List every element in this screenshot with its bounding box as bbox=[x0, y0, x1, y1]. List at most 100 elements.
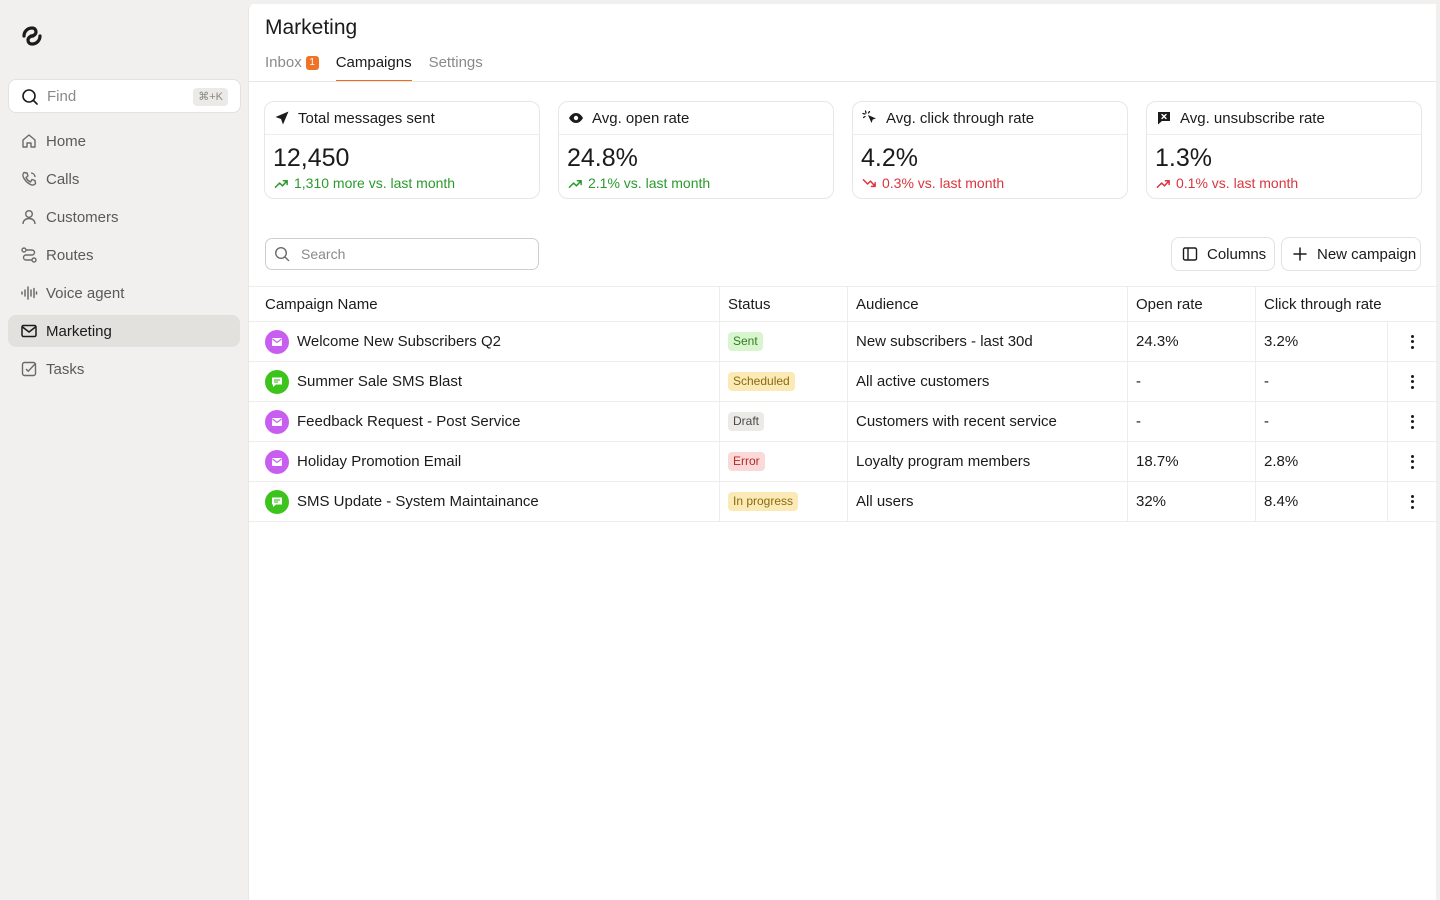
more-vertical-icon[interactable] bbox=[1411, 494, 1415, 509]
inbox-count-badge: 1 bbox=[305, 56, 319, 70]
tab-campaigns[interactable]: Campaigns bbox=[335, 54, 412, 82]
stat-value: 4.2% bbox=[861, 144, 918, 172]
campaign-name: Holiday Promotion Email bbox=[297, 453, 462, 470]
campaign-name-cell: Welcome New Subscribers Q2 bbox=[249, 322, 720, 361]
tab-bar: Inbox 1 Campaigns Settings bbox=[265, 54, 500, 82]
table-header-row: Campaign Name Status Audience Open rate … bbox=[249, 286, 1437, 322]
sidebar-item-calls[interactable]: Calls bbox=[8, 163, 240, 195]
search-input[interactable] bbox=[301, 244, 521, 264]
column-header-click-through-rate[interactable]: Click through rate bbox=[1264, 295, 1382, 313]
row-actions-cell bbox=[1388, 402, 1437, 441]
columns-button[interactable]: Columns bbox=[1171, 237, 1275, 271]
more-vertical-icon[interactable] bbox=[1411, 414, 1415, 429]
status-cell: Draft bbox=[720, 402, 848, 441]
stat-title: Avg. click through rate bbox=[886, 109, 1035, 127]
trend-down-icon bbox=[862, 178, 876, 187]
column-header-status[interactable]: Status bbox=[720, 287, 848, 321]
route-icon bbox=[21, 247, 37, 263]
sms-channel-icon bbox=[265, 369, 289, 394]
new-campaign-button-label: New campaign bbox=[1317, 245, 1417, 263]
table-row[interactable]: SMS Update - System Maintainance In prog… bbox=[249, 482, 1437, 522]
sidebar-item-tasks[interactable]: Tasks bbox=[8, 353, 240, 385]
find-input[interactable]: Find ⌘+K bbox=[8, 79, 241, 113]
stat-delta-text: 0.3% vs. last month bbox=[882, 175, 1005, 191]
sidebar-item-label: Customers bbox=[46, 208, 119, 226]
ctr-cell: 2.8% bbox=[1256, 442, 1388, 481]
stat-card-click-rate: Avg. click through rate 4.2% 0.3% vs. la… bbox=[852, 101, 1128, 199]
new-campaign-button[interactable]: New campaign bbox=[1281, 237, 1421, 271]
cursor-click-icon bbox=[862, 110, 876, 123]
email-channel-icon bbox=[265, 409, 289, 434]
column-header-open-rate[interactable]: Open rate bbox=[1128, 287, 1256, 321]
open-rate-cell: 18.7% bbox=[1128, 442, 1256, 481]
audience-cell: All active customers bbox=[848, 362, 1128, 401]
sidebar-item-routes[interactable]: Routes bbox=[8, 239, 240, 271]
sidebar-item-label: Calls bbox=[46, 170, 80, 188]
campaign-name: Feedback Request - Post Service bbox=[297, 413, 521, 430]
campaign-name: Summer Sale SMS Blast bbox=[297, 373, 463, 390]
sidebar-item-home[interactable]: Home bbox=[8, 125, 240, 157]
open-rate-cell: 32% bbox=[1128, 482, 1256, 521]
message-alert-icon bbox=[1158, 112, 1170, 125]
stat-delta: 2.1% vs. last month bbox=[568, 175, 710, 191]
table-row[interactable]: Summer Sale SMS Blast Scheduled All acti… bbox=[249, 362, 1437, 402]
campaign-name: SMS Update - System Maintainance bbox=[297, 493, 539, 510]
status-badge: Draft bbox=[728, 412, 765, 431]
sidebar-item-voice-agent[interactable]: Voice agent bbox=[8, 277, 240, 309]
app-logo-icon[interactable] bbox=[20, 24, 44, 48]
column-header-audience[interactable]: Audience bbox=[848, 287, 1128, 321]
tab-label: Settings bbox=[428, 54, 483, 71]
column-header-actions bbox=[1388, 287, 1437, 321]
search-icon bbox=[22, 89, 38, 105]
main-panel: Marketing Inbox 1 Campaigns Settings Tot… bbox=[248, 4, 1437, 900]
table-row[interactable]: Welcome New Subscribers Q2 Sent New subs… bbox=[249, 322, 1437, 362]
audience-cell: Loyalty program members bbox=[848, 442, 1128, 481]
sidebar-item-label: Home bbox=[46, 132, 87, 150]
sidebar-item-label: Marketing bbox=[46, 322, 112, 340]
stat-card-unsubscribe-rate: Avg. unsubscribe rate 1.3% 0.1% vs. last… bbox=[1146, 101, 1422, 199]
more-vertical-icon[interactable] bbox=[1411, 454, 1415, 469]
row-actions-cell bbox=[1388, 482, 1437, 521]
sidebar-item-label: Voice agent bbox=[46, 284, 125, 302]
more-vertical-icon[interactable] bbox=[1411, 374, 1415, 389]
campaign-name: Welcome New Subscribers Q2 bbox=[297, 333, 501, 350]
open-rate-cell: - bbox=[1128, 362, 1256, 401]
tab-inbox[interactable]: Inbox 1 bbox=[265, 54, 319, 82]
status-badge: Scheduled bbox=[728, 372, 795, 391]
email-channel-icon bbox=[265, 329, 289, 354]
tab-settings[interactable]: Settings bbox=[429, 54, 483, 82]
checkbox-icon bbox=[21, 361, 37, 377]
find-shortcut: ⌘+K bbox=[193, 88, 228, 106]
row-actions-cell bbox=[1388, 362, 1437, 401]
sidebar-item-customers[interactable]: Customers bbox=[8, 201, 240, 233]
tab-label: Inbox bbox=[265, 54, 302, 71]
stat-delta: 0.3% vs. last month bbox=[862, 175, 1004, 191]
campaign-search[interactable] bbox=[265, 238, 539, 270]
stat-value: 1.3% bbox=[1155, 144, 1212, 172]
stat-delta: 1,310 more vs. last month bbox=[274, 175, 455, 191]
table-row[interactable]: Feedback Request - Post Service Draft Cu… bbox=[249, 402, 1437, 442]
trend-up-icon bbox=[568, 179, 582, 188]
table-row[interactable]: Holiday Promotion Email Error Loyalty pr… bbox=[249, 442, 1437, 482]
ctr-cell: - bbox=[1256, 402, 1388, 441]
status-badge: In progress bbox=[728, 492, 799, 511]
user-icon bbox=[22, 210, 36, 225]
sidebar-item-marketing[interactable]: Marketing bbox=[8, 315, 240, 347]
stat-title: Avg. open rate bbox=[592, 109, 690, 127]
campaign-name-cell: SMS Update - System Maintainance bbox=[249, 482, 720, 521]
stat-value: 12,450 bbox=[273, 144, 350, 172]
status-cell: Scheduled bbox=[720, 362, 848, 401]
sidebar-item-label: Tasks bbox=[46, 360, 85, 378]
more-vertical-icon[interactable] bbox=[1411, 334, 1415, 349]
stat-card-total-sent: Total messages sent 12,450 1,310 more vs… bbox=[264, 101, 540, 199]
row-actions-cell bbox=[1388, 322, 1437, 361]
search-icon bbox=[274, 246, 290, 262]
column-header-campaign-name[interactable]: Campaign Name bbox=[249, 287, 720, 321]
sidebar-item-label: Routes bbox=[46, 246, 94, 264]
mail-icon bbox=[21, 324, 37, 338]
audience-cell: Customers with recent service bbox=[848, 402, 1128, 441]
stat-title: Avg. unsubscribe rate bbox=[1180, 109, 1325, 127]
stat-card-open-rate: Avg. open rate 24.8% 2.1% vs. last month bbox=[558, 101, 834, 199]
audience-cell: All users bbox=[848, 482, 1128, 521]
status-cell: Error bbox=[720, 442, 848, 481]
